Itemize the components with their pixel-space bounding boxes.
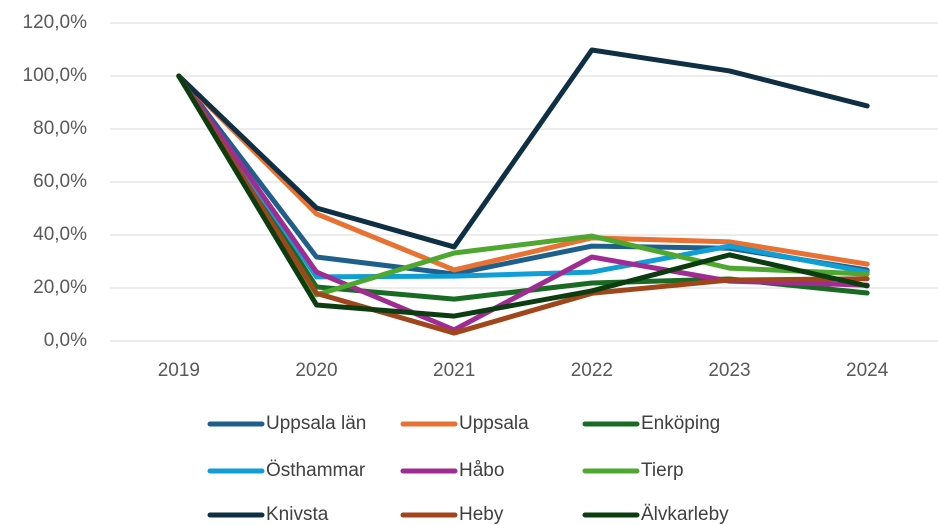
series-line <box>176 73 870 319</box>
series-line <box>176 73 870 302</box>
legend-label: Uppsala <box>459 413 529 434</box>
series-line <box>176 73 870 336</box>
x-tick-label: 2021 <box>433 360 475 381</box>
legend-label: Tierp <box>641 460 684 481</box>
y-tick-label: 100,0% <box>23 65 88 86</box>
x-tick-label: 2023 <box>708 360 750 381</box>
x-tick-label: 2022 <box>571 360 613 381</box>
x-tick-label: 2019 <box>158 360 200 381</box>
legend-label: Älvkarleby <box>641 504 729 525</box>
legend-label: Enköping <box>641 413 720 434</box>
legend-label: Uppsala län <box>266 413 366 434</box>
y-tick-label: 40,0% <box>33 224 87 245</box>
y-tick-label: 20,0% <box>33 277 87 298</box>
series-line <box>176 73 870 273</box>
y-tick-label: 120,0% <box>23 12 88 33</box>
series-line <box>176 47 870 250</box>
y-tick-label: 60,0% <box>33 171 87 192</box>
y-tick-label: 0,0% <box>44 330 87 351</box>
legend-label: Östhammar <box>266 460 366 481</box>
legend-label: Håbo <box>459 460 504 481</box>
y-tick-label: 80,0% <box>33 118 87 139</box>
series-line <box>176 73 870 333</box>
legend-label: Heby <box>459 504 504 525</box>
legend-label: Knivsta <box>266 504 329 525</box>
x-tick-label: 2020 <box>295 360 337 381</box>
x-tick-label: 2024 <box>846 360 889 381</box>
